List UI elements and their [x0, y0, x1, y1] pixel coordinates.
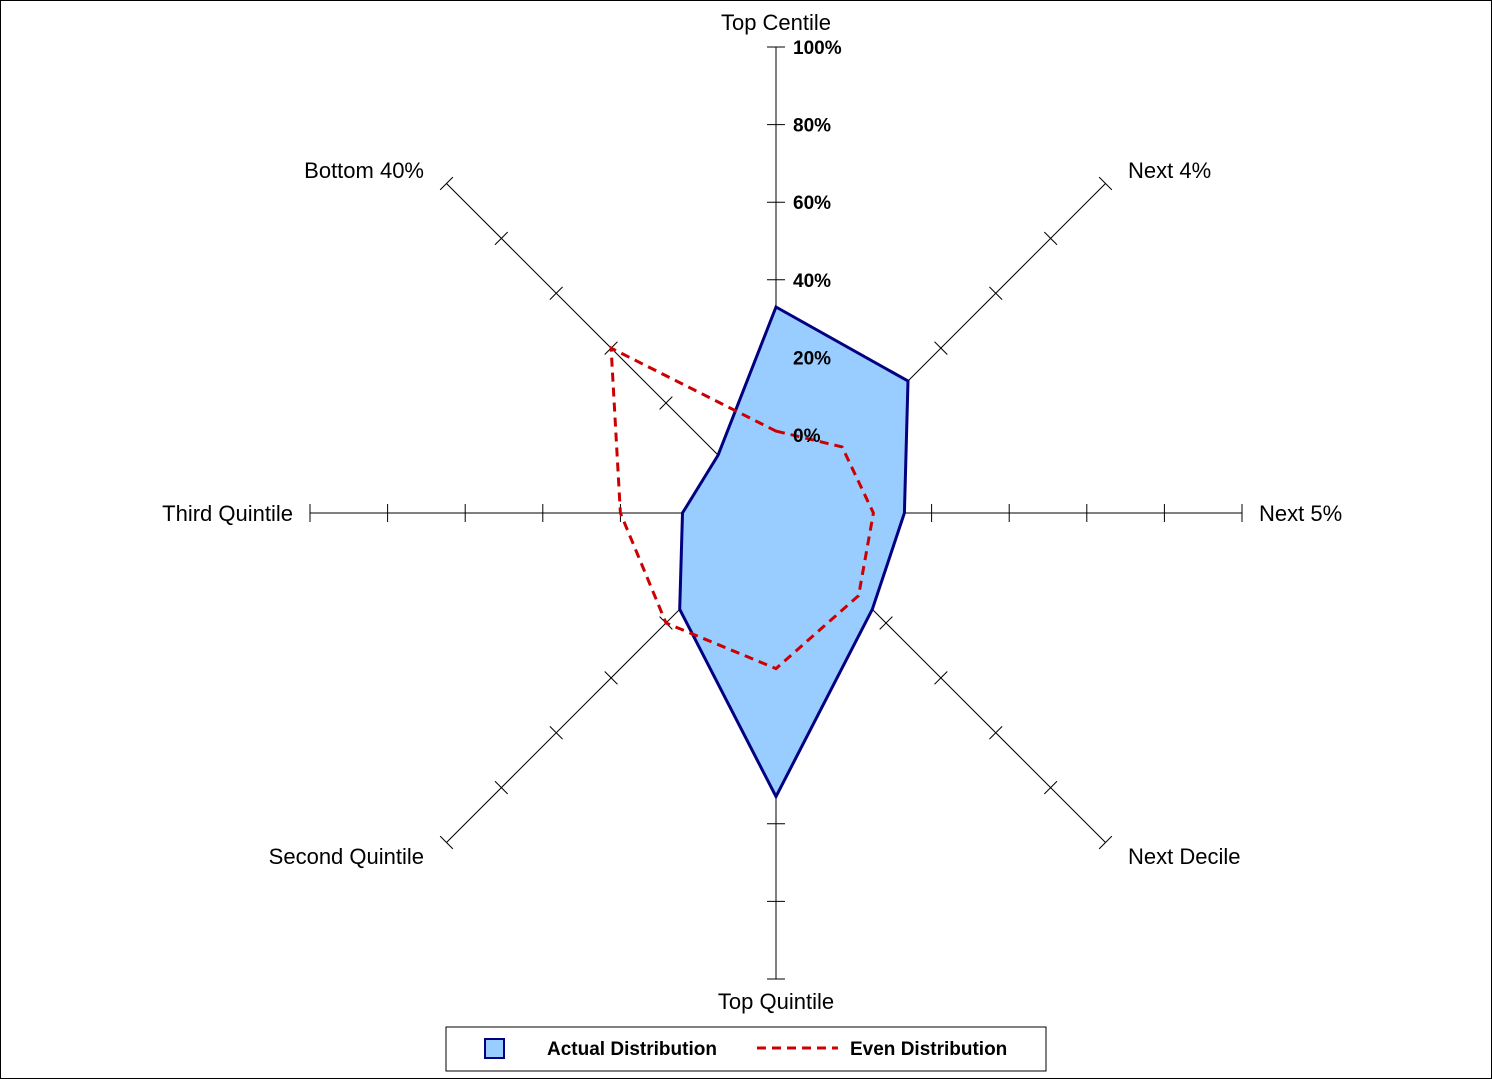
radial-tick-labels: 0% 20% 40% 60% 80% 100% [793, 38, 842, 447]
legend: Actual Distribution Even Distribution [445, 1026, 1047, 1072]
r-tick-label: 0% [793, 426, 821, 447]
axis-tick [1098, 176, 1113, 191]
axis-tick [1043, 231, 1058, 246]
axis-tick [604, 671, 618, 685]
axis-tick [989, 726, 1003, 740]
axis-label-top-centile: Top Centile [721, 10, 831, 35]
series-line-even-distribution [609, 345, 875, 671]
legend-box [445, 1026, 1047, 1072]
axis-tick [989, 286, 1003, 300]
axis-tick [659, 396, 673, 410]
series-polygon-actual-distribution [678, 304, 910, 800]
axis-tick [549, 726, 563, 740]
legend-label-even: Even Distribution [850, 1039, 1007, 1060]
r-tick-label: 20% [793, 348, 831, 369]
axis-tick [1043, 780, 1058, 795]
legend-swatch-actual [484, 1038, 505, 1059]
axis-tick [439, 835, 454, 850]
r-tick-label: 40% [793, 271, 831, 292]
axis-tick [934, 671, 948, 685]
series-layer [609, 304, 910, 800]
axis-tick [934, 341, 948, 355]
axis-tick [1098, 835, 1113, 850]
axis-tick [879, 616, 893, 630]
axis-tick [549, 286, 563, 300]
r-tick-label: 100% [793, 38, 842, 59]
axis-label-next-5: Next 5% [1259, 501, 1342, 526]
axis-label-bottom-40: Bottom 40% [304, 158, 424, 183]
axis-tick [494, 780, 509, 795]
axis-tick [439, 176, 454, 191]
legend-label-actual: Actual Distribution [547, 1039, 717, 1060]
category-labels: Top Centile Next 4% Next 5% Next Decile … [162, 10, 1342, 1014]
axis-label-next-decile: Next Decile [1128, 844, 1240, 869]
axis-label-second-quintile: Second Quintile [269, 844, 424, 869]
r-tick-label: 80% [793, 116, 831, 137]
axis-label-third-quintile: Third Quintile [162, 501, 293, 526]
r-tick-label: 60% [793, 193, 831, 214]
axis-label-next-4: Next 4% [1128, 158, 1211, 183]
axis-tick [494, 231, 509, 246]
axis-label-top-quintile: Top Quintile [718, 989, 834, 1014]
